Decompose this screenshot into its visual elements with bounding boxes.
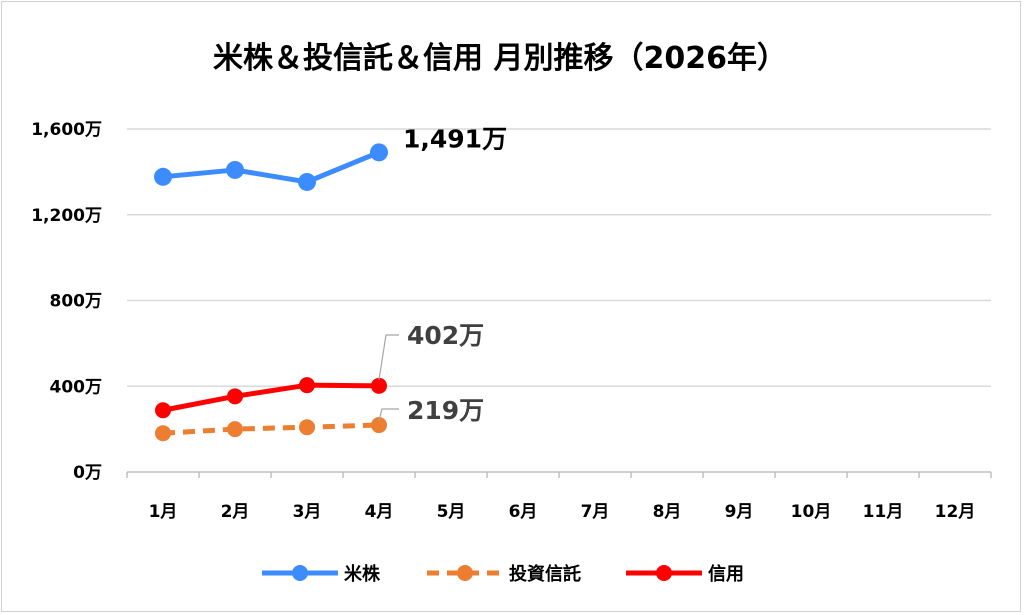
x-tick-label: 1月: [149, 502, 178, 522]
x-tick-label: 12月: [935, 502, 976, 522]
x-tick-label: 2月: [221, 502, 250, 522]
x-tick-label: 4月: [365, 502, 394, 522]
data-point: [299, 377, 315, 394]
y-tick-label: 0万: [73, 463, 102, 483]
x-tick-label: 8月: [653, 502, 682, 522]
data-point: [370, 143, 388, 162]
data-point: [226, 160, 244, 179]
data-label: 1,491万: [403, 124, 507, 153]
x-tick-label: 10月: [791, 502, 832, 522]
x-tick-label: 9月: [725, 502, 754, 522]
data-point: [371, 377, 387, 394]
y-tick-label: 1,200万: [31, 206, 102, 226]
data-point: [154, 167, 172, 186]
y-tick-label: 400万: [50, 377, 103, 397]
legend-marker: [457, 565, 473, 581]
data-point: [155, 402, 171, 419]
legend-marker: [292, 565, 308, 581]
data-point: [155, 425, 171, 442]
data-point: [227, 388, 243, 405]
series-line: [162, 150, 380, 185]
data-point: [299, 419, 315, 436]
leader-line: [378, 408, 399, 422]
x-tick-label: 3月: [293, 502, 322, 522]
legend-marker: [656, 565, 672, 581]
data-label: 219万: [407, 396, 484, 425]
x-tick-label: 11月: [863, 502, 904, 522]
data-point: [227, 421, 243, 438]
series-line: [162, 382, 380, 413]
data-point: [371, 417, 387, 434]
legend-label: 投資信託: [509, 563, 581, 585]
y-tick-label: 1,600万: [31, 120, 102, 140]
legend-label: 米株: [344, 563, 381, 585]
x-tick-label: 6月: [509, 502, 538, 522]
chart-title: 米株＆投信託＆信用 月別推移（2026年）: [213, 41, 787, 76]
series-line: [162, 422, 380, 436]
x-tick-label: 7月: [581, 502, 610, 522]
leader-line: [378, 334, 399, 380]
legend-label: 信用: [708, 563, 744, 585]
data-label: 402万: [407, 321, 484, 350]
x-tick-label: 5月: [437, 502, 466, 522]
y-tick-label: 800万: [50, 292, 103, 312]
data-point: [298, 172, 316, 191]
